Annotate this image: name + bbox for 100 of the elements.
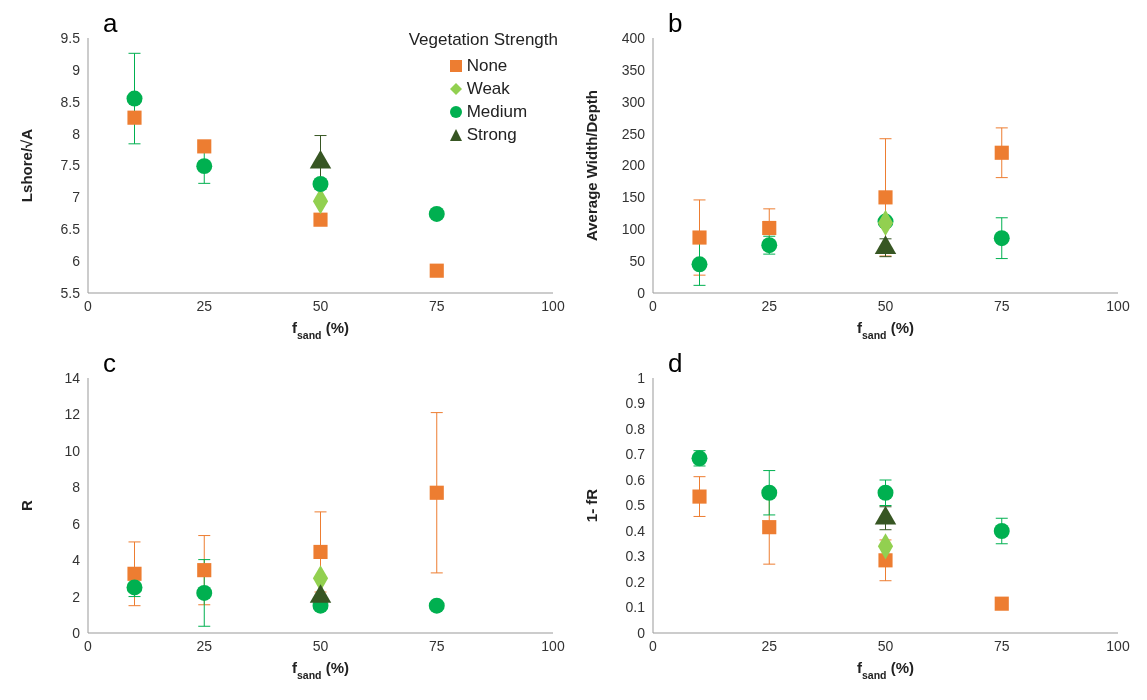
- y-tick-label: 50: [629, 253, 646, 270]
- x-axis-title: f$_{sand}$ (%): [291, 659, 350, 681]
- y-tick-label: 8: [72, 125, 81, 142]
- y-tick-label: 0: [637, 284, 646, 301]
- x-tick-label: 100: [1106, 297, 1130, 314]
- y-tick-label: 1: [637, 369, 646, 386]
- point: [429, 263, 444, 278]
- x-tick-label: 25: [761, 637, 778, 654]
- legend-label: Weak: [466, 78, 510, 100]
- point: [692, 489, 707, 504]
- point: [127, 110, 142, 125]
- point: [197, 563, 212, 578]
- x-axis-title: f$_{sand}$ (%): [856, 659, 915, 681]
- point: [762, 220, 777, 236]
- x-tick-label: 50: [312, 637, 329, 654]
- y-tick-label: 5.5: [60, 284, 81, 301]
- y-tick-label: 0.7: [625, 446, 646, 463]
- point: [197, 139, 212, 154]
- point: [313, 544, 328, 560]
- x-axis-title: f$_{sand}$ (%): [291, 319, 350, 341]
- point: [196, 584, 213, 601]
- legend-title: Vegetation Strength: [408, 30, 558, 50]
- y-tick-label: 250: [621, 125, 646, 142]
- y-tick-label: 0.3: [625, 548, 646, 565]
- y-tick-label: 8.5: [60, 93, 81, 110]
- x-tick-label: 25: [196, 637, 213, 654]
- point: [313, 212, 328, 227]
- point: [428, 205, 445, 222]
- x-tick-label: 0: [649, 297, 658, 314]
- point: [877, 484, 894, 501]
- y-tick-label: 0.5: [625, 497, 646, 514]
- point: [127, 566, 142, 581]
- point: [761, 484, 778, 501]
- x-tick-label: 25: [761, 297, 778, 314]
- x-tick-label: 0: [649, 637, 658, 654]
- y-tick-label: 2: [72, 588, 81, 605]
- legend-label: Medium: [466, 101, 528, 123]
- x-tick-label: 50: [312, 297, 329, 314]
- point: [428, 597, 445, 614]
- y-tick-label: 14: [64, 369, 81, 386]
- y-tick-label: 200: [621, 157, 646, 174]
- y-axis-title: R: [18, 499, 35, 511]
- x-tick-label: 75: [428, 297, 445, 314]
- point: [126, 90, 143, 107]
- x-tick-label: 75: [993, 297, 1010, 314]
- point: [429, 485, 444, 500]
- y-axis-title: 1- fR: [583, 488, 600, 523]
- legend-label: Strong: [466, 124, 517, 146]
- y-axis-title: Lshore/√A: [18, 128, 35, 203]
- y-tick-label: 9: [72, 61, 81, 78]
- legend-label: None: [466, 55, 508, 77]
- y-tick-label: 300: [621, 93, 646, 110]
- y-tick-label: 6.5: [60, 221, 81, 238]
- x-tick-label: 25: [196, 297, 213, 314]
- point: [878, 190, 893, 205]
- chart-title: a: [103, 8, 118, 39]
- x-tick-label: 100: [1106, 637, 1130, 654]
- y-tick-label: 12: [64, 406, 81, 423]
- y-tick-label: 0.2: [625, 573, 646, 590]
- x-tick-label: 50: [877, 637, 894, 654]
- y-tick-label: 6: [72, 253, 81, 270]
- y-tick-label: 7: [72, 189, 81, 206]
- point: [994, 596, 1009, 611]
- x-tick-label: 75: [993, 637, 1010, 654]
- point: [762, 520, 777, 535]
- x-tick-label: 0: [84, 297, 93, 314]
- y-tick-label: 4: [72, 552, 81, 569]
- chart-title: b: [668, 8, 683, 39]
- point: [993, 230, 1010, 247]
- y-tick-label: 0.9: [625, 395, 646, 412]
- point: [196, 158, 213, 175]
- y-tick-label: 6: [72, 515, 81, 532]
- chart-title: c: [103, 348, 116, 379]
- y-tick-label: 400: [621, 29, 646, 46]
- x-tick-label: 75: [428, 637, 445, 654]
- y-tick-label: 0.6: [625, 471, 646, 488]
- y-tick-label: 10: [64, 442, 81, 459]
- y-tick-label: 9.5: [60, 29, 81, 46]
- x-tick-label: 0: [84, 637, 93, 654]
- y-tick-label: 0.8: [625, 420, 646, 437]
- y-tick-label: 0.1: [625, 599, 646, 616]
- y-tick-label: 7.5: [60, 157, 81, 174]
- point: [994, 145, 1009, 160]
- point: [692, 230, 707, 245]
- x-tick-label: 50: [877, 297, 894, 314]
- point: [312, 176, 329, 192]
- y-tick-label: 0.4: [625, 522, 646, 539]
- y-tick-label: 350: [621, 61, 646, 78]
- chart-title: d: [668, 348, 683, 379]
- y-tick-label: 100: [621, 221, 646, 238]
- x-tick-label: 100: [541, 297, 565, 314]
- point: [691, 256, 708, 273]
- y-tick-label: 8: [72, 479, 81, 496]
- y-axis-title: Average Width/Depth: [583, 90, 600, 241]
- y-tick-label: 0: [637, 624, 646, 641]
- point: [993, 523, 1010, 539]
- x-tick-label: 100: [541, 637, 565, 654]
- y-tick-label: 150: [621, 189, 646, 206]
- x-axis-title: f$_{sand}$ (%): [856, 319, 915, 341]
- y-tick-label: 0: [72, 624, 81, 641]
